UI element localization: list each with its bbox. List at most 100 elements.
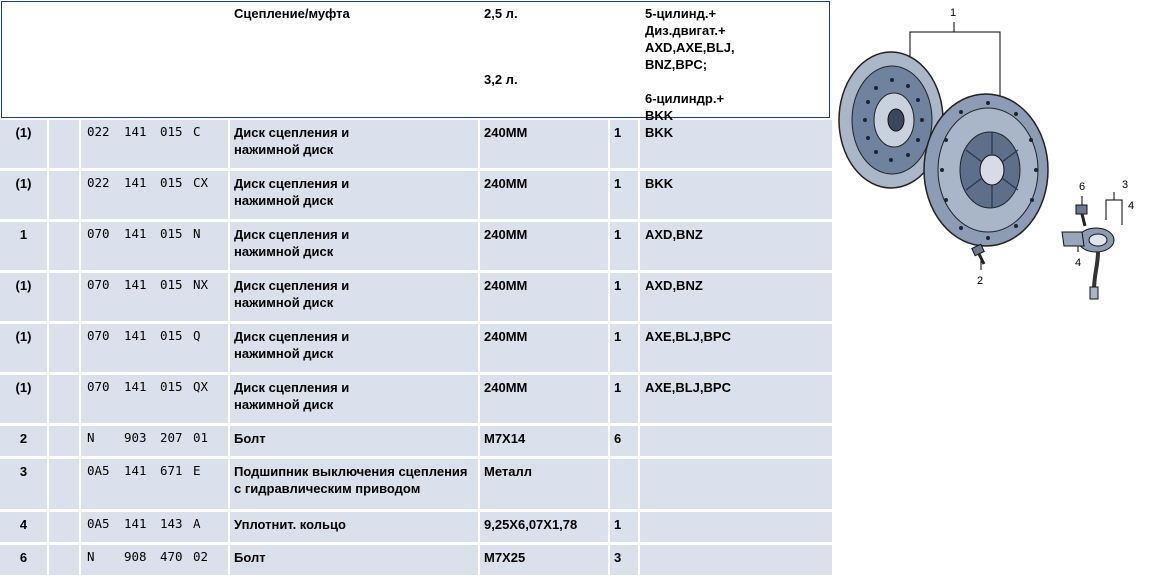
part-spec: 240MM xyxy=(484,278,528,293)
part-note: AXE,BLJ,BPC xyxy=(645,380,731,395)
part-name: Диск сцепления и нажимной диск xyxy=(234,176,350,208)
part-qty: 1 xyxy=(614,517,622,532)
table-header: Сцепление/муфта 2,5 л. 3,2 л. 5-цилинд.+… xyxy=(1,1,830,123)
clutch-disc-illustration xyxy=(838,51,944,189)
part-note xyxy=(645,426,830,456)
part-spec: 240MM xyxy=(484,380,528,395)
part-number-segment: 141 xyxy=(124,175,147,190)
part-number-segment: 141 xyxy=(124,463,147,478)
part-number-segment: 070 xyxy=(87,277,110,292)
part-number-segment: 141 xyxy=(124,277,147,292)
part-name: Диск сцепления и нажимной диск xyxy=(234,380,350,412)
part-qty: 3 xyxy=(614,550,622,565)
part-number-segment: 908 xyxy=(124,549,147,564)
part-number-segment: 01 xyxy=(193,430,209,445)
part-qty: 1 xyxy=(614,329,622,344)
part-note: BKK xyxy=(645,176,674,191)
part-spec: 240MM xyxy=(484,227,528,242)
part-number-segment: 015 xyxy=(160,175,183,190)
part-number-segment: 015 xyxy=(160,379,183,394)
part-number-segment: 207 xyxy=(160,430,183,445)
part-name: Диск сцепления и нажимной диск xyxy=(234,329,350,361)
part-number-segment: QX xyxy=(193,379,209,394)
part-spec: 240MM xyxy=(484,329,528,344)
part-spec: M7X14 xyxy=(484,431,526,446)
diagram-label-6: 6 xyxy=(1079,181,1085,193)
part-qty: 1 xyxy=(614,227,622,242)
part-number-segment: C xyxy=(193,124,201,139)
release-bearing-illustration xyxy=(1061,227,1115,300)
diagram-label-1: 1 xyxy=(950,7,956,19)
part-spec: 240MM xyxy=(484,176,528,191)
part-spec: M7X25 xyxy=(484,550,526,565)
position-number: 4 xyxy=(19,517,28,532)
part-note xyxy=(645,512,830,542)
part-number-segment: 141 xyxy=(124,328,147,343)
part-number-segment: N xyxy=(193,226,201,241)
engine-volume-1: 2,5 л. xyxy=(484,6,518,21)
part-name: Уплотнит. кольцо xyxy=(234,517,346,532)
part-number-segment: E xyxy=(193,463,201,478)
part-name: Болт xyxy=(234,431,266,446)
part-number-segment: 141 xyxy=(124,124,147,139)
part-note xyxy=(645,459,830,509)
part-name: Болт xyxy=(234,550,266,565)
position-number: 3 xyxy=(19,464,28,479)
part-note: AXE,BLJ,BPC xyxy=(645,329,731,344)
part-number-segment: 015 xyxy=(160,124,183,139)
table-row: 6 N 908 470 02 Болт M7X25 3 xyxy=(0,545,832,575)
diagram-label-3: 3 xyxy=(1122,179,1128,191)
part-note xyxy=(645,545,830,575)
part-name: Диск сцепления и нажимной диск xyxy=(234,278,350,310)
part-note: AXD,BNZ xyxy=(645,278,703,293)
table-row: (1) 070 141 015 Q Диск сцепления и нажимной д… xyxy=(0,324,832,372)
part-qty: 1 xyxy=(614,176,622,191)
part-number-segment: 070 xyxy=(87,328,110,343)
position-number: (1) xyxy=(15,329,32,344)
part-name: Диск сцепления и нажимной диск xyxy=(234,125,350,157)
part-number-segment: 02 xyxy=(193,549,209,564)
diagram-label-4a: 4 xyxy=(1128,200,1134,212)
part-number-segment: 015 xyxy=(160,277,183,292)
part-number-segment: 0A5 xyxy=(87,516,110,531)
part-number-segment: 143 xyxy=(160,516,183,531)
part-number-segment: 671 xyxy=(160,463,183,478)
table-row: (1) 022 141 015 CX Диск сцепления и нажимной … xyxy=(0,171,832,219)
table-row: (1) 070 141 015 QX Диск сцепления и нажимной … xyxy=(0,375,832,423)
engine-volume-2: 3,2 л. xyxy=(484,72,518,87)
part-name: Диск сцепления и нажимной диск xyxy=(234,227,350,259)
part-qty: 1 xyxy=(614,380,622,395)
table-row: 1 070 141 015 N Диск сцепления и нажимной дис… xyxy=(0,222,832,270)
part-number-segment: 022 xyxy=(87,124,110,139)
position-number: 2 xyxy=(19,431,28,446)
table-row: 2 N 903 207 01 Болт M7X14 6 xyxy=(0,426,832,456)
part-qty: 6 xyxy=(614,431,622,446)
part-qty xyxy=(614,459,638,509)
part-qty: 1 xyxy=(614,125,622,140)
part-number-segment: 070 xyxy=(87,379,110,394)
part-number-segment: 141 xyxy=(124,226,147,241)
part-number-segment: N xyxy=(87,430,95,445)
part-spec: 240MM xyxy=(484,125,528,140)
part-number-segment: 141 xyxy=(124,516,147,531)
part-number-segment: 022 xyxy=(87,175,110,190)
part-number-segment: 903 xyxy=(124,430,147,445)
diagram-label-4b: 4 xyxy=(1075,257,1081,269)
part-spec: 9,25X6,07X1,78 xyxy=(484,517,578,532)
part-number-segment: N xyxy=(87,549,95,564)
table-row: (1) 022 141 015 C Диск сцепления и нажимной д… xyxy=(0,120,832,168)
part-qty: 1 xyxy=(614,278,622,293)
pressure-plate-illustration xyxy=(923,93,1049,247)
position-number: (1) xyxy=(15,278,32,293)
part-note: BKK xyxy=(645,125,674,140)
engine-description: 5-цилинд.+ Диз.двигат.+ AXD,AXE,BLJ, BNZ… xyxy=(645,6,735,123)
diagram-label-2: 2 xyxy=(977,275,983,287)
section-title: Сцепление/муфта xyxy=(234,6,350,21)
part-number-segment: A xyxy=(193,516,201,531)
part-number-segment: NX xyxy=(193,277,209,292)
part-number-segment: 470 xyxy=(160,549,183,564)
part-spec: Металл xyxy=(484,464,533,479)
bolt-2-illustration xyxy=(971,243,986,265)
table-row: 4 0A5 141 143 A Уплотнит. кольцо 9,25X6,07X1,7… xyxy=(0,512,832,542)
part-note: AXD,BNZ xyxy=(645,227,703,242)
